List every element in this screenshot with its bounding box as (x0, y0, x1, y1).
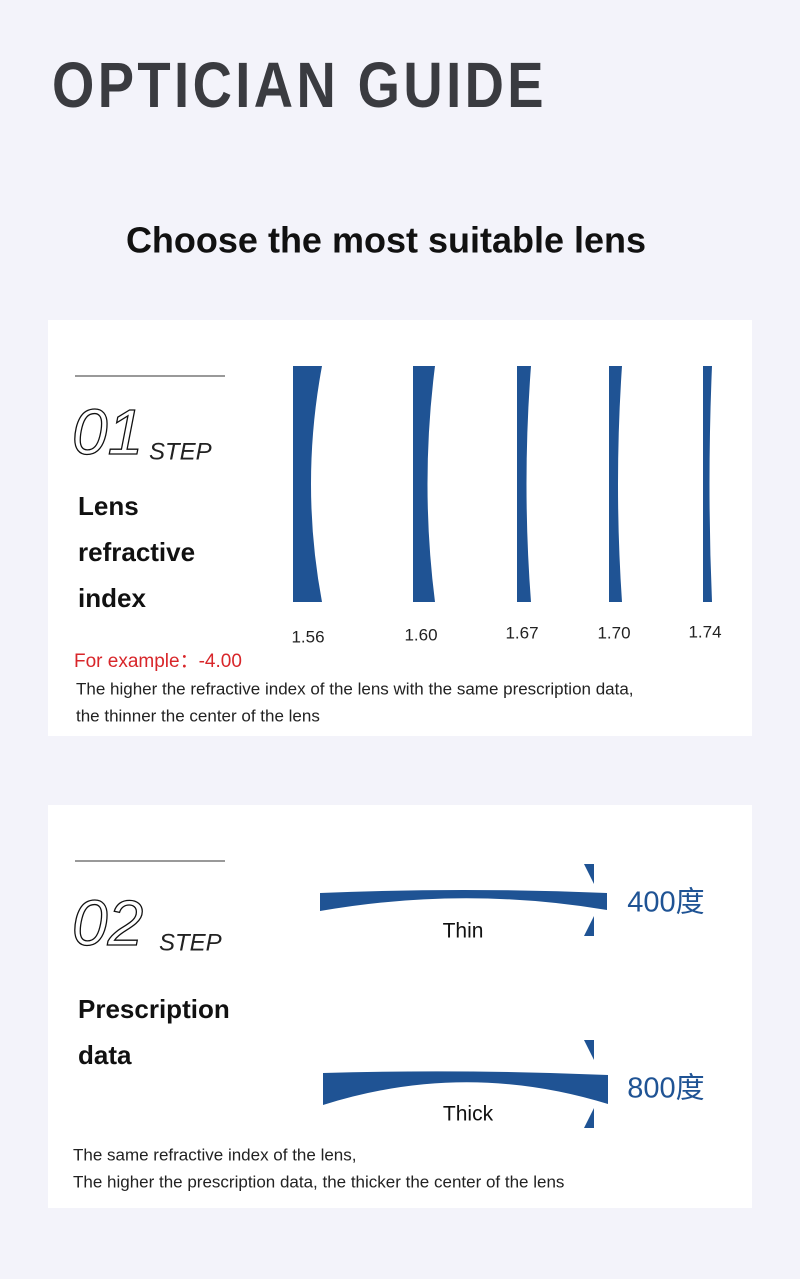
heading: Prescription (78, 994, 230, 1024)
lens-label: 1.70 (597, 623, 630, 642)
thick-lens (323, 1071, 608, 1105)
step-label: STEP (149, 438, 212, 465)
card (48, 320, 752, 736)
thin-lens (320, 890, 607, 911)
card (48, 805, 752, 1208)
step-label: STEP (159, 929, 222, 956)
thick-label: Thick (443, 1103, 494, 1126)
lens (517, 366, 531, 602)
note: the thinner the center of the lens (76, 706, 320, 725)
lens (293, 366, 322, 602)
note: The same refractive index of the lens, (73, 1145, 356, 1164)
degree: 400度 (627, 886, 704, 919)
lens-label: 1.56 (291, 627, 324, 646)
example: For example：-4.00 (74, 651, 242, 672)
thin-label: Thin (443, 920, 484, 943)
lens (609, 366, 622, 602)
heading: refractive (78, 537, 195, 567)
lens-label: 1.67 (505, 623, 538, 642)
marker (584, 1040, 594, 1128)
heading: Lens (78, 491, 139, 521)
heading: data (78, 1040, 132, 1070)
lens (413, 366, 435, 602)
heading: index (78, 583, 146, 613)
step-number: 02 (72, 887, 143, 959)
lens-label: 1.60 (404, 625, 437, 644)
lens-label: 1.74 (688, 622, 721, 641)
lens (703, 366, 712, 602)
note: The higher the prescription data, the th… (73, 1172, 564, 1191)
note: The higher the refractive index of the l… (76, 679, 634, 698)
subtitle: Choose the most suitable lens (126, 220, 646, 261)
title: OPTICIAN GUIDE (52, 49, 547, 121)
step-number: 01 (72, 396, 143, 468)
marker (584, 864, 594, 936)
degree: 800度 (627, 1072, 704, 1105)
